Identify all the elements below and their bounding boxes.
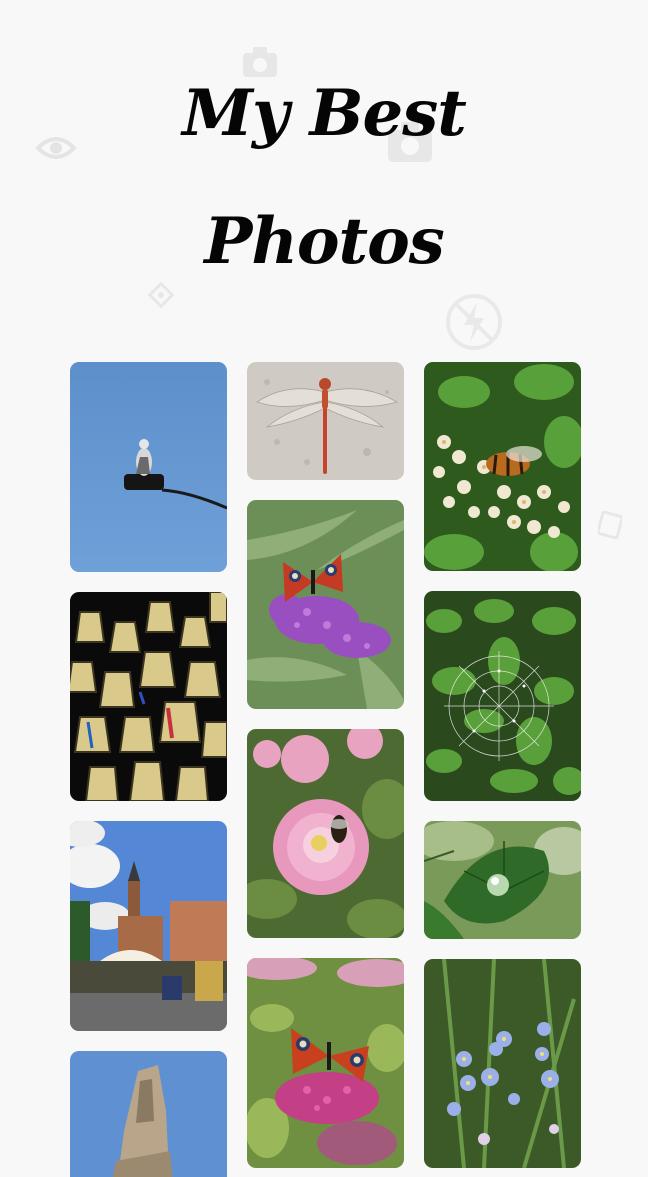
photo-peacock-butterfly-sedum[interactable] — [247, 958, 404, 1168]
title-line-1: My Best — [182, 76, 467, 151]
photo-westerplatte-monument[interactable] — [70, 1051, 227, 1177]
photo-seagull-on-lamp[interactable] — [70, 362, 227, 572]
camera-icon — [385, 120, 435, 164]
photo-dragonfly-on-stone[interactable] — [247, 362, 404, 480]
diamond-icon — [146, 280, 176, 310]
flash-off-icon — [444, 292, 504, 352]
photo-forget-me-nots[interactable] — [424, 959, 581, 1168]
photo-hoverfly-on-blossoms[interactable] — [424, 362, 581, 571]
photo-spider-web-dew[interactable] — [424, 591, 581, 801]
eye-icon — [34, 130, 78, 166]
image-icon — [598, 510, 622, 540]
photo-bee-on-pink-rose[interactable] — [247, 729, 404, 938]
title-line-2: Photos — [204, 204, 445, 279]
photo-water-drop-leaf[interactable] — [424, 821, 581, 939]
photo-peacock-butterfly-buddleia[interactable] — [247, 500, 404, 709]
photo-town-hall-square[interactable] — [70, 821, 227, 1031]
page-title: My Best Photos — [0, 50, 648, 306]
camera-icon — [240, 45, 280, 79]
photo-hanging-lanterns[interactable] — [70, 592, 227, 801]
